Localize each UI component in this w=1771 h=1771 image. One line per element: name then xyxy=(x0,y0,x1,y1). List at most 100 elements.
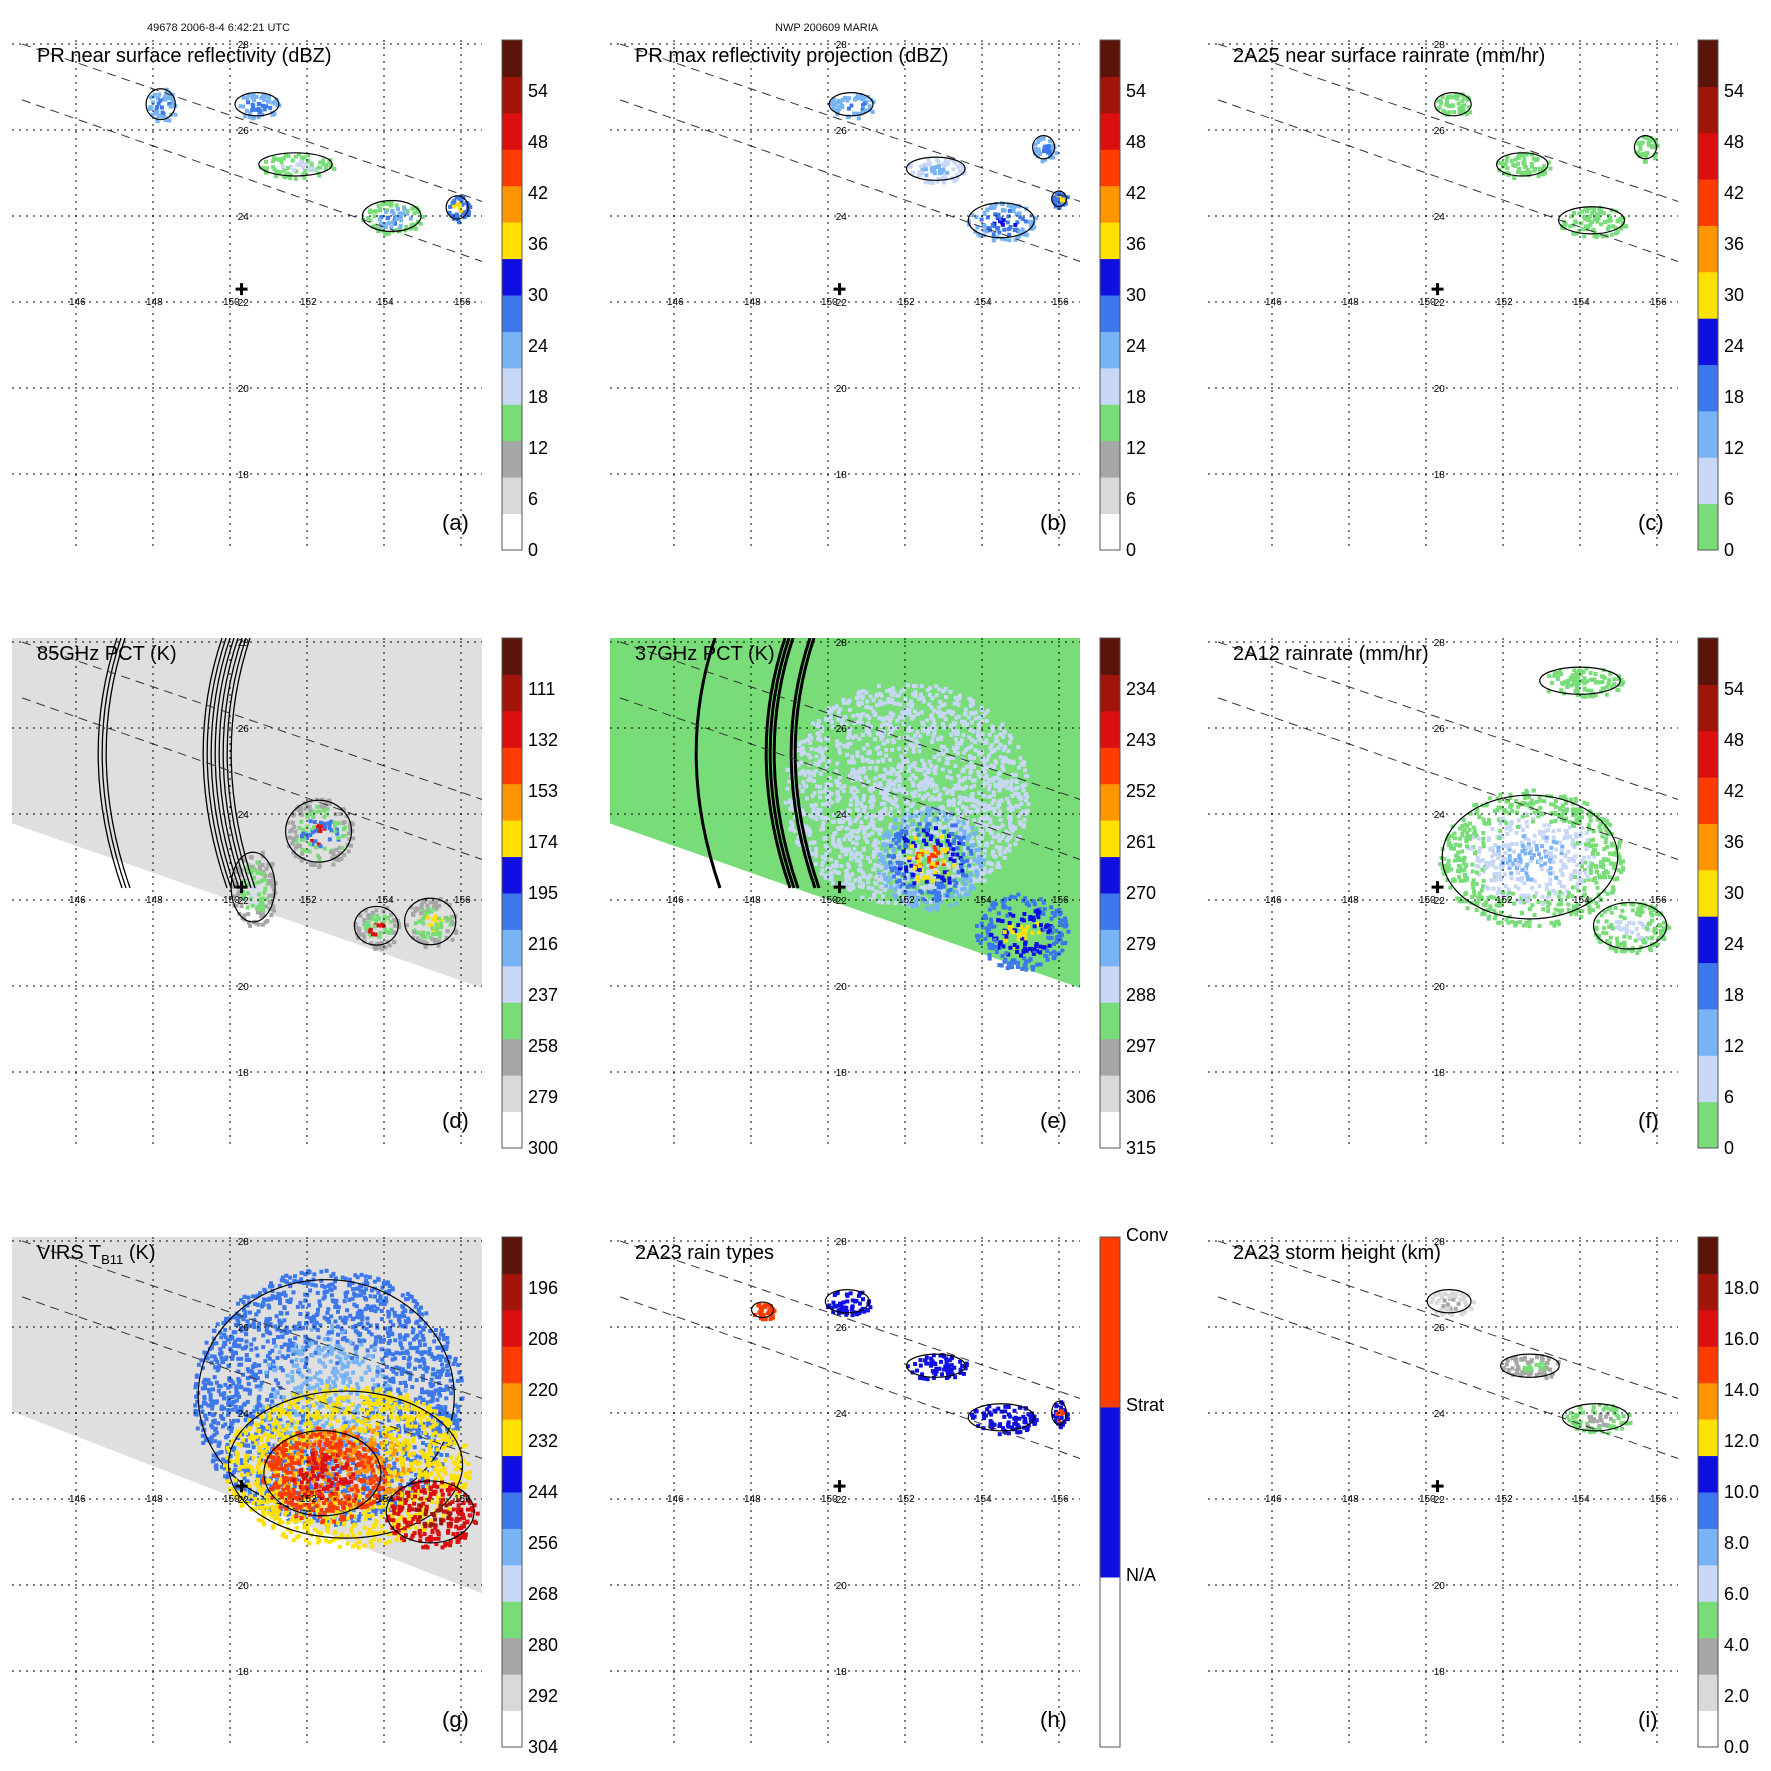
rain-pixel xyxy=(977,847,982,852)
rain-pixel xyxy=(1499,920,1504,925)
rain-pixel xyxy=(1466,834,1470,839)
rain-pixel xyxy=(1474,802,1479,807)
rain-pixel xyxy=(909,743,914,748)
limb-contours xyxy=(97,638,256,889)
rain-pixel xyxy=(1591,829,1596,834)
rain-pixel xyxy=(1464,97,1469,102)
rain-pixel xyxy=(939,703,944,708)
rain-pixel xyxy=(1005,786,1010,791)
rain-pixel xyxy=(1563,853,1568,857)
rain-pixel xyxy=(304,801,308,806)
rain-pixel xyxy=(791,807,796,812)
rain-pixel xyxy=(881,860,886,865)
rain-pixel xyxy=(1494,903,1499,908)
rain-pixel xyxy=(936,737,940,742)
rain-pixel xyxy=(932,755,937,759)
rain-pixel xyxy=(968,727,973,732)
map-area xyxy=(610,638,1080,988)
rain-pixel xyxy=(1572,668,1577,673)
rain-pixel xyxy=(849,789,854,794)
rain-pixel xyxy=(1648,138,1653,143)
rain-pixel xyxy=(855,816,860,821)
rain-pixel xyxy=(1022,963,1027,968)
rain-pixel xyxy=(820,868,825,873)
rain-pixel xyxy=(1574,912,1579,917)
rain-pixel xyxy=(428,935,433,940)
rain-pixel xyxy=(460,202,465,207)
rain-pixel xyxy=(405,211,410,216)
rain-pixel xyxy=(1606,226,1610,231)
rain-pixel xyxy=(332,820,337,825)
rain-pixel xyxy=(254,921,259,926)
rain-pixel xyxy=(890,697,895,702)
rain-pixel xyxy=(389,200,394,205)
rain-pixel xyxy=(989,932,993,937)
rain-pixel xyxy=(291,850,296,855)
rain-pixel xyxy=(1028,219,1033,224)
rain-pixel xyxy=(1020,227,1025,232)
rain-pixel xyxy=(1533,167,1538,171)
rain-pixel xyxy=(1529,152,1534,157)
rain-pixel xyxy=(340,846,345,850)
rain-pixel xyxy=(961,835,966,840)
colorbar-segment xyxy=(1100,1002,1120,1040)
rain-pixel xyxy=(1517,855,1522,860)
colorbar-tick-label: 24 xyxy=(528,336,548,356)
rain-pixel xyxy=(291,168,296,173)
rain-pixel xyxy=(960,878,965,883)
rain-pixel xyxy=(261,910,266,915)
colorbar-tick-label: 111 xyxy=(528,679,555,699)
rain-pixel xyxy=(979,921,984,926)
rain-pixel xyxy=(919,164,924,169)
rain-pixel xyxy=(875,813,880,818)
rain-pixel xyxy=(988,745,993,750)
rain-pixel xyxy=(1480,867,1485,872)
lat-tick-label: 18 xyxy=(836,470,848,481)
rain-pixel xyxy=(1042,149,1046,154)
rain-pixel xyxy=(887,798,892,803)
rain-pixel xyxy=(1595,885,1600,890)
rain-pixel xyxy=(968,797,973,802)
rain-pixel xyxy=(349,843,353,848)
rain-pixel xyxy=(1060,941,1065,946)
rain-pixel xyxy=(935,157,940,162)
rain-pixel xyxy=(1002,855,1007,860)
rain-pixel xyxy=(256,102,261,107)
rain-pixel xyxy=(931,896,936,901)
rain-pixel xyxy=(930,869,935,874)
rain-pixel xyxy=(899,824,904,829)
rain-pixel xyxy=(1616,844,1621,849)
rain-pixel xyxy=(298,807,303,812)
rain-pixel xyxy=(1524,802,1529,807)
rain-region xyxy=(234,91,282,121)
rain-pixel xyxy=(843,881,848,886)
rain-pixel xyxy=(1493,843,1498,848)
rain-pixel xyxy=(371,932,375,937)
rain-pixel xyxy=(1032,902,1037,907)
rain-pixel xyxy=(1640,152,1645,157)
rain-pixel xyxy=(847,96,852,101)
rain-pixel xyxy=(1494,872,1499,877)
rain-pixel xyxy=(1588,222,1593,227)
rain-pixel xyxy=(992,905,997,910)
rain-pixel xyxy=(903,697,908,702)
rain-pixel xyxy=(894,841,899,846)
rain-pixel xyxy=(250,903,255,908)
rain-pixel xyxy=(896,693,901,698)
rain-pixel xyxy=(852,846,857,851)
rain-pixel xyxy=(1521,828,1526,833)
rain-pixel xyxy=(957,894,962,899)
rain-pixel xyxy=(936,890,941,895)
rain-pixel xyxy=(1563,222,1568,227)
contour-line xyxy=(1441,794,1619,920)
rain-pixel xyxy=(1526,842,1531,847)
rain-pixel xyxy=(1546,828,1551,833)
rain-pixel xyxy=(963,824,968,829)
rain-pixel xyxy=(893,788,898,793)
rain-pixel xyxy=(1559,848,1564,852)
lat-tick-label: 28 xyxy=(1434,40,1446,51)
rain-pixel xyxy=(961,842,966,846)
rain-pixel xyxy=(885,771,890,776)
contour-line xyxy=(206,638,232,889)
rain-pixel xyxy=(238,104,243,109)
